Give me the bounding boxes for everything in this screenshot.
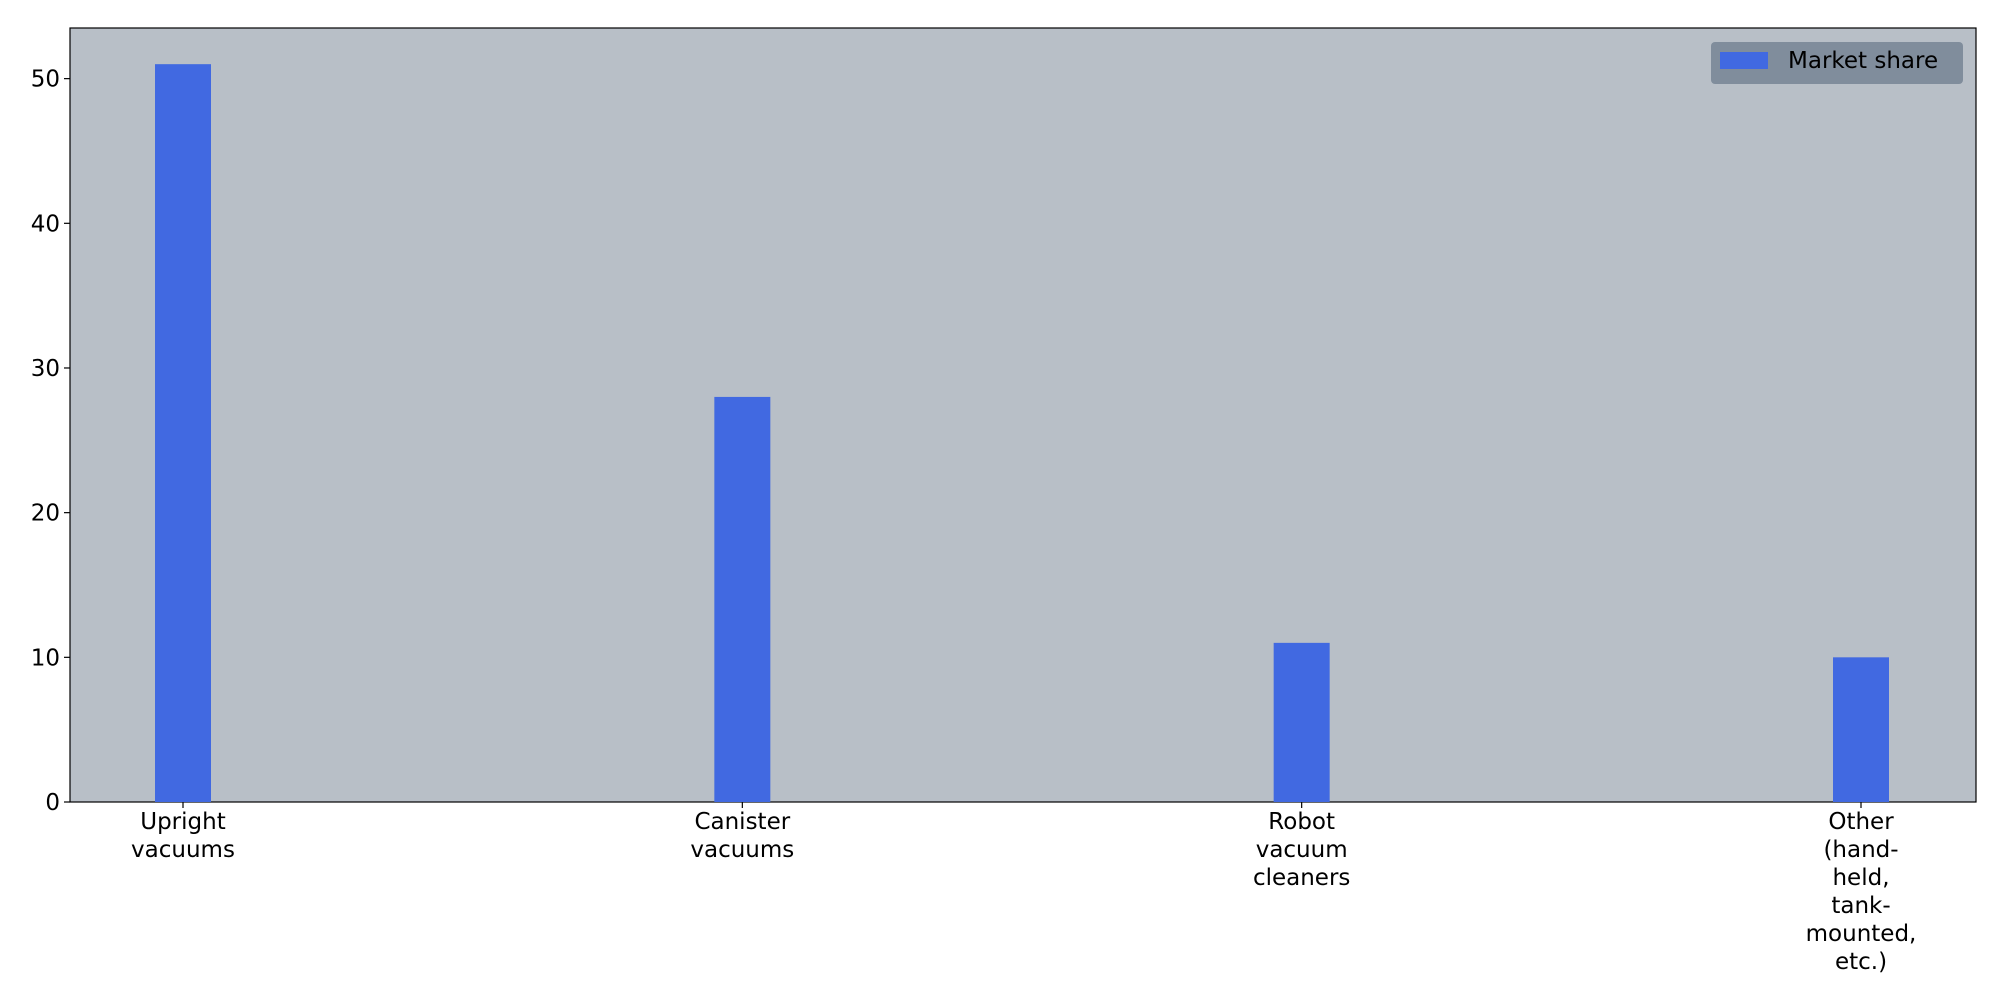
x-tick-label-3-line-0: Other [1828,809,1894,835]
bar-2 [1273,642,1330,802]
plot-area [69,27,1977,803]
y-tick-label-3: 30 [31,356,60,382]
x-tick-label-1-line-1: vacuums [690,837,794,863]
bar-1 [714,396,771,802]
bar-0 [155,64,211,803]
y-axis: 0 10 20 30 40 50 [31,67,70,816]
x-tick-label-2: Robot vacuum cleaners [1253,809,1350,891]
x-tick-label-3-line-1: (hand- [1823,837,1898,863]
x-tick-label-3-line-3: tank- [1831,893,1890,919]
legend-box [1711,42,1963,84]
legend-label-market-share: Market share [1788,48,1938,74]
x-tick-label-1: Canister vacuums [690,809,794,863]
x-tick-label-3-line-2: held, [1832,865,1889,891]
x-tick-label-1-line-0: Canister [694,809,790,835]
x-tick-label-2-line-0: Robot [1268,809,1335,835]
x-tick-label-2-line-2: cleaners [1253,865,1350,891]
bars [155,64,1889,803]
y-tick-label-1: 10 [31,645,60,671]
y-tick-label-0: 0 [45,790,60,816]
x-tick-label-2-line-1: vacuum [1256,837,1348,863]
x-tick-label-3: Other (hand-held, tank-mounted, etc.) [1806,809,1917,975]
bar-3 [1833,657,1889,802]
x-tick-label-0-line-1: vacuums [131,837,235,863]
x-tick-label-0: Upright vacuums [131,809,235,863]
y-tick-label-4: 40 [31,211,60,237]
legend-swatch-market-share [1720,52,1768,69]
x-tick-label-0-line-0: Upright [140,809,225,835]
y-tick-label-2: 20 [31,501,60,527]
x-tick-label-3-line-4: mounted, [1806,921,1917,947]
x-tick-label-3-line-5: etc.) [1835,949,1887,975]
legend: Market share [1711,42,1963,84]
y-tick-label-5: 50 [31,67,60,93]
